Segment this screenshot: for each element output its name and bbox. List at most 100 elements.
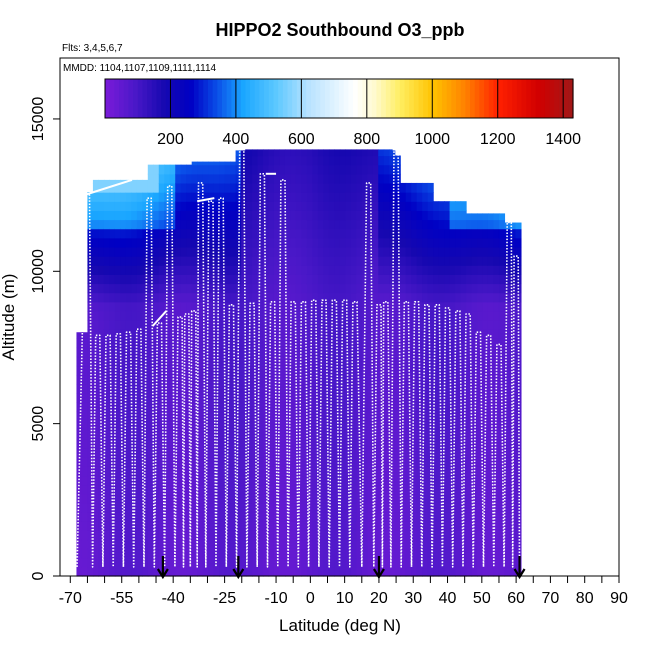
curtain-cell <box>367 402 374 413</box>
curtain-cell <box>411 292 418 303</box>
curtain-cell <box>317 530 324 541</box>
curtain-cell <box>191 438 198 449</box>
curtain-cell <box>367 155 374 166</box>
curtain-cell <box>98 179 105 184</box>
curtain-cell <box>153 429 160 440</box>
curtain-cell <box>131 548 138 559</box>
curtain-cell <box>493 246 500 257</box>
curtain-cell <box>367 356 374 367</box>
curtain-cell <box>400 402 407 413</box>
curtain-cell <box>383 530 390 541</box>
curtain-cell <box>449 210 456 221</box>
curtain-cell <box>498 438 506 449</box>
curtain-cell <box>252 256 259 266</box>
curtain-cell <box>515 539 522 550</box>
curtain-cell <box>290 256 297 266</box>
curtain-cell <box>427 192 434 202</box>
curtain-cell <box>460 530 467 541</box>
curtain-cell <box>422 256 429 266</box>
curtain-cell <box>219 301 226 312</box>
curtain-cell <box>125 457 132 467</box>
curtain-cell <box>466 429 473 440</box>
curtain-cell <box>438 448 445 458</box>
curtain-cell <box>125 265 132 275</box>
curtain-cell <box>142 429 149 440</box>
curtain-cell <box>219 384 226 394</box>
curtain-cell <box>295 338 303 349</box>
curtain-cell <box>367 548 374 559</box>
curtain-cell <box>213 329 220 339</box>
curtain-cell <box>98 228 105 239</box>
colorbar-cell <box>151 79 158 118</box>
curtain-cell <box>504 411 511 422</box>
curtain-cell <box>279 393 286 403</box>
curtain-cell <box>98 566 105 577</box>
colorbar-cell <box>404 79 410 118</box>
curtain-cell <box>367 557 374 568</box>
curtain-cell <box>284 411 292 422</box>
curtain-cell <box>317 448 324 458</box>
curtain-cell <box>87 402 94 413</box>
curtain-cell <box>400 237 407 248</box>
curtain-cell <box>394 566 401 577</box>
curtain-cell <box>411 420 418 431</box>
curtain-cell <box>372 192 379 202</box>
curtain-cell <box>378 384 385 394</box>
curtain-cell <box>76 521 83 531</box>
curtain-cell <box>509 222 517 230</box>
curtain-cell <box>449 228 456 239</box>
curtain-cell <box>230 521 237 531</box>
curtain-cell <box>312 192 319 202</box>
curtain-cell <box>422 493 429 504</box>
curtain-cell <box>208 420 215 431</box>
curtain-cell <box>158 411 165 422</box>
curtain-cell <box>208 182 215 193</box>
curtain-cell <box>257 164 264 175</box>
curtain-cell <box>372 539 379 550</box>
curtain-cell <box>416 484 423 495</box>
curtain-cell <box>405 301 412 312</box>
curtain-cell <box>208 429 215 440</box>
curtain-cell <box>339 265 346 275</box>
x-axis-label: Latitude (deg N) <box>279 616 401 635</box>
curtain-cell <box>356 512 363 522</box>
curtain-cell <box>164 411 171 422</box>
curtain-cell <box>219 438 226 449</box>
curtain-cell <box>164 283 171 294</box>
curtain-cell <box>449 301 456 312</box>
curtain-cell <box>433 393 440 403</box>
curtain-cell <box>405 438 412 449</box>
curtain-cell <box>460 539 467 550</box>
curtain-cell <box>284 265 292 275</box>
curtain-cell <box>208 356 215 367</box>
curtain-cell <box>263 493 270 504</box>
curtain-cell <box>76 402 83 413</box>
colorbar-cell <box>554 79 560 118</box>
curtain-cell <box>482 347 489 358</box>
curtain-cell <box>411 539 418 550</box>
curtain-cell <box>180 356 187 367</box>
curtain-cell <box>416 356 423 367</box>
curtain-cell <box>411 475 418 486</box>
curtain-cell <box>290 228 297 239</box>
curtain-cell <box>109 429 116 440</box>
curtain-cell <box>356 356 363 367</box>
curtain-cell <box>433 219 440 230</box>
curtain-cell <box>279 173 286 184</box>
curtain-cell <box>295 374 303 385</box>
curtain-cell <box>422 237 429 248</box>
curtain-cell <box>444 475 451 486</box>
curtain-cell <box>208 539 215 550</box>
curtain-cell <box>92 420 100 431</box>
curtain-cell <box>383 347 390 358</box>
curtain-cell <box>92 201 100 211</box>
curtain-cell <box>356 310 363 321</box>
curtain-cell <box>466 466 473 477</box>
curtain-cell <box>477 292 484 303</box>
curtain-cell <box>350 265 357 275</box>
curtain-cell <box>109 292 116 303</box>
curtain-cell <box>197 521 204 531</box>
curtain-cell <box>367 521 374 531</box>
colorbar-cell <box>456 79 462 118</box>
curtain-cell <box>372 246 379 257</box>
